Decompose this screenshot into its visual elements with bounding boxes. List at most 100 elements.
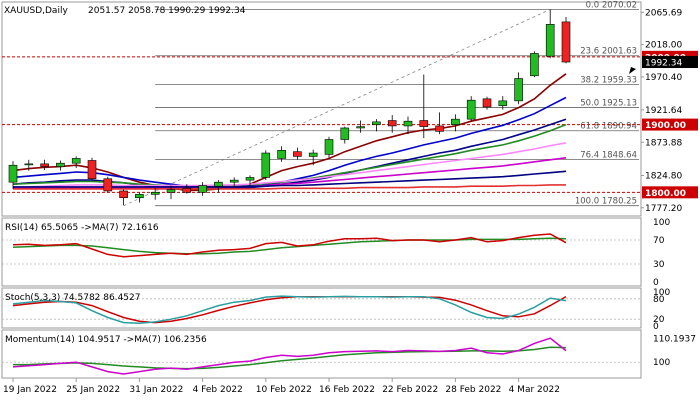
indicator-line xyxy=(12,295,567,325)
momentum-series xyxy=(12,337,567,375)
bullish-candle xyxy=(135,194,144,199)
bullish-candle xyxy=(71,158,81,164)
rsi-axis: 100 70 30 0 xyxy=(653,218,670,288)
bullish-candle xyxy=(545,24,555,57)
time-tick-label: 25 Jan 2022 xyxy=(66,385,120,395)
bullish-candle xyxy=(340,127,350,140)
indicator-tick-label: 100 xyxy=(653,218,670,228)
bearish-candle xyxy=(87,160,97,180)
momentum-pane-frame xyxy=(1,329,642,379)
indicator-line xyxy=(12,233,567,258)
fib-level-label: 76.4 1848.64 xyxy=(580,150,637,160)
indicator-tick-label: 100 xyxy=(653,288,670,298)
bullish-candle xyxy=(24,163,34,166)
rsi-series xyxy=(12,233,567,258)
moving-average-line xyxy=(12,73,567,192)
bullish-candle xyxy=(214,181,223,187)
bearish-candle xyxy=(482,98,492,108)
fib-trend-line xyxy=(123,9,551,207)
indicator-line xyxy=(12,295,567,324)
indicator-tick-label: 0 xyxy=(653,278,659,288)
time-tick-label: 4 Mar 2022 xyxy=(509,385,560,395)
bullish-candle xyxy=(451,118,460,125)
bullish-candle xyxy=(514,78,523,102)
bullish-candle xyxy=(56,162,65,167)
bullish-candle xyxy=(277,150,286,159)
bearish-candle xyxy=(103,178,113,192)
ohlc-readout: 2051.57 2058.78 1990.29 1992.34 xyxy=(88,6,246,16)
time-tick-label: 28 Feb 2022 xyxy=(445,385,501,395)
level-tag-label: 1800.00 xyxy=(645,189,686,199)
time-tick-label: 22 Feb 2022 xyxy=(382,385,438,395)
bearish-candle xyxy=(561,21,571,63)
bullish-candle xyxy=(150,192,160,195)
current-price-tag-bg xyxy=(642,56,698,69)
time-tick-label: 31 Jan 2022 xyxy=(129,385,183,395)
price-tick-label: 1921.64 xyxy=(645,106,682,116)
fib-retracement: 0.0 2070.02 23.6 2001.63 38.2 1959.33 50.0 … xyxy=(155,0,639,207)
price-tick-label: 2018.00 xyxy=(645,41,682,51)
time-tick-label: 19 Jan 2022 xyxy=(3,385,57,395)
bullish-candle xyxy=(198,185,207,193)
symbol-title: XAUUSD,Daily xyxy=(4,6,68,16)
indicator-tick-label: 20 xyxy=(653,315,665,325)
level-tag-bg xyxy=(642,118,698,131)
stoch-series xyxy=(12,295,567,325)
bearish-candle xyxy=(419,120,429,127)
indicator-tick-label: 70 xyxy=(653,236,665,246)
candles xyxy=(8,9,571,206)
time-tick-label: 16 Feb 2022 xyxy=(319,385,375,395)
stoch-title: Stoch(5,3,3) 74.5782 86.4527 xyxy=(5,293,140,303)
rsi-levels xyxy=(2,239,641,265)
rsi-pane-frame xyxy=(1,217,642,287)
bearish-candle xyxy=(293,151,302,157)
price-tick-label: 1873.88 xyxy=(645,138,682,148)
price-tick-label: 1970.40 xyxy=(645,73,682,83)
time-tick-label: 10 Feb 2022 xyxy=(256,385,312,395)
stoch-pane-frame xyxy=(1,287,642,329)
price-tick-label: 1777.20 xyxy=(645,204,682,214)
fib-level-label: 38.2 1959.33 xyxy=(580,75,637,85)
indicator-tick-label: 80 xyxy=(653,295,665,305)
bearish-candle xyxy=(435,125,444,132)
indicator-line xyxy=(13,346,567,370)
momentum-title: Momentum(14) 104.9517 ->MA(7) 106.2356 xyxy=(5,335,207,345)
time-axis: 19 Jan 2022 25 Jan 2022 31 Jan 2022 4 Feb 2… xyxy=(3,378,560,395)
level-tag-bg xyxy=(642,186,698,199)
fib-level-label: 50.0 1925.13 xyxy=(580,99,637,109)
bullish-candle xyxy=(530,53,539,77)
fib-level-label: 0.0 2070.02 xyxy=(586,0,637,10)
current-price-label: 1992.34 xyxy=(645,59,682,69)
bullish-candle xyxy=(466,99,476,120)
bearish-candle xyxy=(40,163,49,167)
bullish-candle xyxy=(324,139,334,155)
bearish-candle xyxy=(119,190,128,199)
rsi-pane: 100 70 30 0 RSI(14) 65.5065 ->MA(7) 72.1616 xyxy=(1,217,670,288)
rsi-title: RSI(14) 65.5065 ->MA(7) 72.1616 xyxy=(5,223,159,233)
bullish-candle xyxy=(403,120,413,127)
fib-level-label: 61.8 1890.94 xyxy=(580,122,637,132)
momentum-pane: 110.1937 100 Momentum(14) 104.9517 ->MA(7… xyxy=(1,329,696,379)
momentum-axis: 110.1937 100 xyxy=(653,334,696,368)
bullish-candle xyxy=(372,121,381,125)
bullish-candle xyxy=(498,100,508,106)
bullish-candle xyxy=(308,152,318,157)
bullish-candle xyxy=(166,189,176,193)
bullish-candle xyxy=(261,152,271,178)
bullish-candle xyxy=(245,177,255,181)
indicator-tick-label: 110.1937 xyxy=(653,334,696,344)
time-tick-label: 4 Feb 2022 xyxy=(193,385,243,395)
level-tag-label: 1900.00 xyxy=(645,121,686,131)
stoch-levels xyxy=(2,298,641,320)
price-tick-label: 2065.69 xyxy=(645,8,682,18)
price-tick-label: 1824.80 xyxy=(645,172,682,182)
indicator-tick-label: 0 xyxy=(653,322,659,332)
indicator-tick-label: 100 xyxy=(653,358,670,368)
price-pane: 0.0 2070.02 23.6 2001.63 38.2 1959.33 50.0 … xyxy=(1,0,698,217)
